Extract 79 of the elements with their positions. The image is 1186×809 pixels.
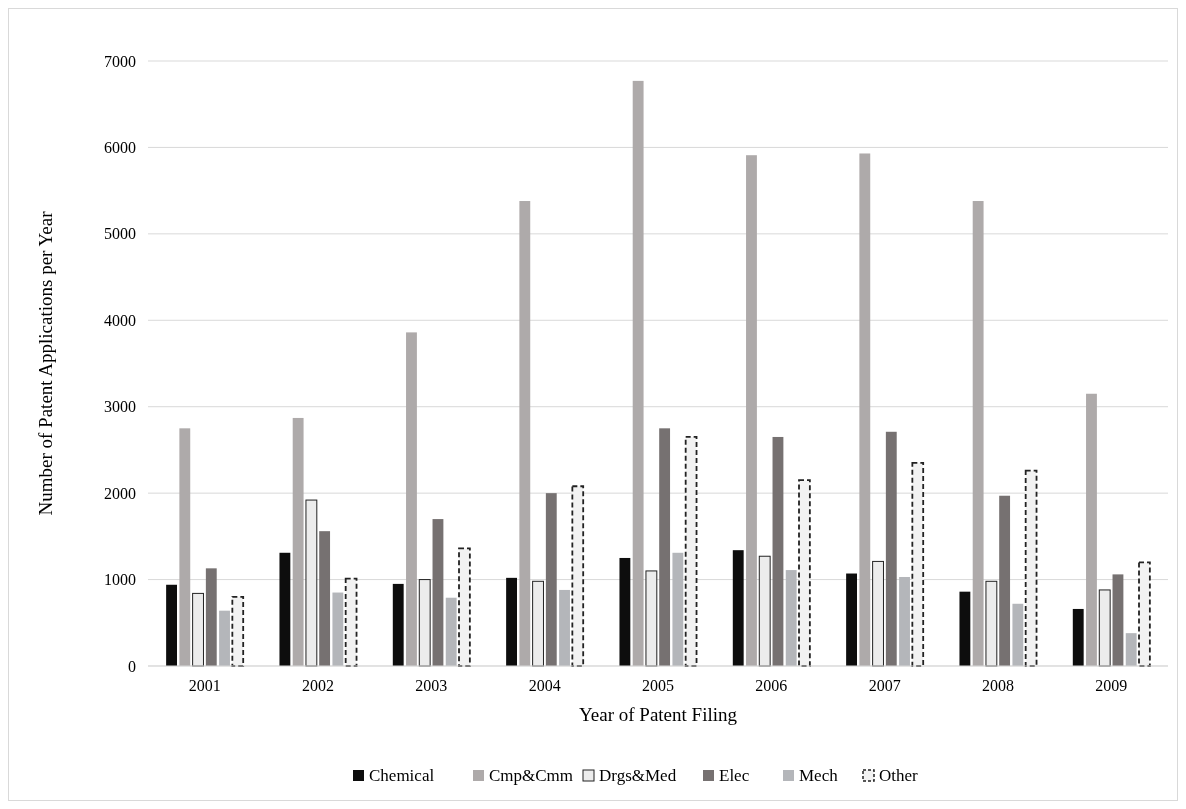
bar xyxy=(846,573,857,666)
legend-label: Chemical xyxy=(369,766,435,785)
bar xyxy=(392,583,404,666)
y-tick-label: 4000 xyxy=(104,311,136,329)
y-tick-label: 0 xyxy=(128,657,136,675)
bar xyxy=(645,570,658,667)
legend-label: Cmp&Cmm xyxy=(489,766,574,785)
bar xyxy=(406,332,417,666)
x-tick-label: 2009 xyxy=(1095,677,1128,694)
bar xyxy=(506,577,517,666)
bar xyxy=(1024,469,1038,667)
bar xyxy=(1125,633,1137,666)
bar xyxy=(1012,603,1024,666)
bar xyxy=(532,580,544,667)
x-tick-label: 2008 xyxy=(982,677,1014,694)
bar xyxy=(999,495,1011,666)
y-tick-label: 3000 xyxy=(104,398,136,416)
bar xyxy=(985,580,998,667)
bar xyxy=(911,461,925,667)
legend-label: Elec xyxy=(719,766,750,785)
bar xyxy=(1112,574,1124,666)
bar xyxy=(166,584,177,666)
y-tick-label: 2000 xyxy=(104,484,136,502)
x-tick-label: 2007 xyxy=(868,677,901,694)
bar xyxy=(859,153,871,666)
bar xyxy=(344,577,358,667)
bar xyxy=(758,555,771,667)
y-tick-label: 6000 xyxy=(104,139,136,157)
bar xyxy=(432,519,444,666)
bar xyxy=(772,436,784,666)
x-tick-label: 2004 xyxy=(528,677,561,694)
bar xyxy=(632,80,644,666)
bar xyxy=(684,436,698,667)
bar xyxy=(418,579,431,667)
bar xyxy=(672,552,684,666)
bar xyxy=(292,417,304,666)
bar xyxy=(732,550,744,666)
bar xyxy=(231,595,245,667)
bar xyxy=(899,576,910,666)
bar xyxy=(279,552,291,666)
bar xyxy=(1138,561,1151,667)
x-tick-label: 2003 xyxy=(415,677,448,694)
bar xyxy=(798,479,811,667)
y-axis-title: Number of Patent Applications per Year xyxy=(35,210,56,516)
bar xyxy=(179,428,191,666)
bar xyxy=(659,428,671,666)
x-tick-label: 2006 xyxy=(755,677,788,694)
y-tick-label: 1000 xyxy=(104,571,136,589)
bar xyxy=(1086,393,1097,666)
bar xyxy=(192,592,204,667)
bar xyxy=(305,499,318,667)
x-tick-label: 2005 xyxy=(642,677,674,694)
x-tick-label: 2001 xyxy=(188,677,221,694)
bar xyxy=(1072,608,1084,666)
bar xyxy=(746,155,757,666)
bar xyxy=(458,547,471,667)
y-tick-label: 7000 xyxy=(104,52,136,70)
legend-label: Mech xyxy=(799,766,839,785)
bar xyxy=(559,589,570,666)
bar xyxy=(445,597,457,666)
bar xyxy=(872,560,884,667)
bar xyxy=(519,201,531,666)
bar xyxy=(319,531,331,666)
bar xyxy=(545,493,557,666)
legend-label: Other xyxy=(879,766,919,785)
x-tick-label: 2002 xyxy=(302,677,334,694)
bar xyxy=(785,570,797,666)
legend-label: Drgs&Med xyxy=(599,766,677,785)
bar xyxy=(219,610,230,666)
bar xyxy=(885,431,897,666)
y-tick-label: 5000 xyxy=(104,225,136,243)
bar xyxy=(332,592,344,666)
bar xyxy=(571,485,585,667)
bar xyxy=(205,568,217,666)
bar xyxy=(619,557,631,666)
bar xyxy=(972,201,984,666)
bar xyxy=(959,591,971,666)
bar xyxy=(1098,589,1111,667)
x-axis-title: Year of Patent Filing xyxy=(579,704,738,725)
